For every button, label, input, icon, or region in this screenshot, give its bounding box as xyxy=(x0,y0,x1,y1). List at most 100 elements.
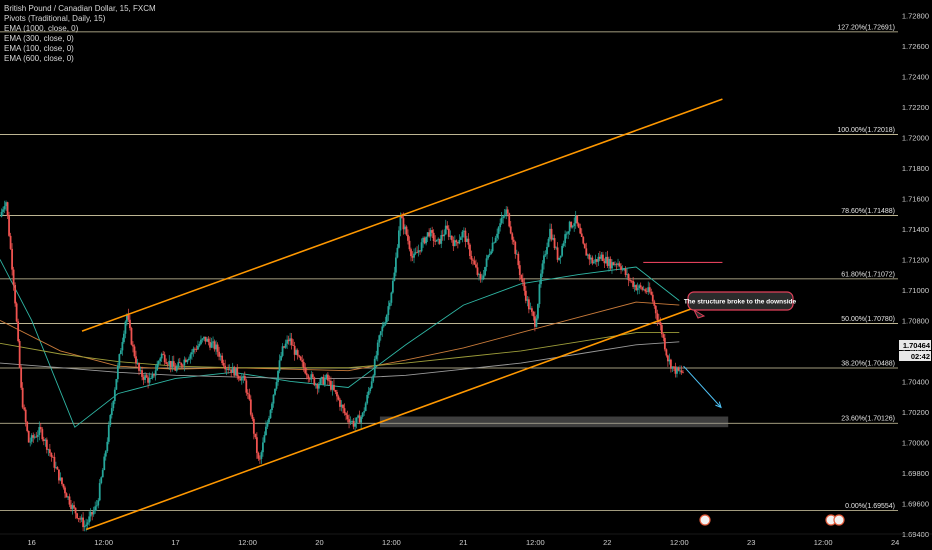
drawings: The structure broke to the downside xyxy=(81,98,797,531)
y-tick-label-4: 1.72000 xyxy=(902,133,929,142)
candle-body-350 xyxy=(529,308,532,310)
candle-body-348 xyxy=(526,299,529,301)
y-tick-label-5: 1.71800 xyxy=(902,164,929,173)
candle-body-418 xyxy=(632,281,635,287)
candle-body-282 xyxy=(426,232,429,237)
candle-body-226 xyxy=(342,404,344,409)
candle-body-394 xyxy=(595,259,598,262)
candle-body-56 xyxy=(85,524,88,526)
candle-body-300 xyxy=(453,240,456,247)
candle-body-111 xyxy=(168,360,171,365)
candle-body-362 xyxy=(547,238,550,247)
candle-body-194 xyxy=(293,345,296,355)
candle-body-423 xyxy=(639,285,642,288)
y-tick-label-3: 1.72200 xyxy=(902,103,929,112)
candle-body-144 xyxy=(218,351,221,357)
y-tick-label-2: 1.72400 xyxy=(902,72,929,81)
candle-body-104 xyxy=(157,361,160,364)
candle-body-42 xyxy=(64,487,66,494)
candle-body-291 xyxy=(440,235,443,244)
candle-body-61 xyxy=(92,510,95,515)
candle-body-105 xyxy=(159,358,162,362)
candle-body-113 xyxy=(171,361,174,368)
candle-body-102 xyxy=(154,370,157,376)
ema600-line xyxy=(0,332,680,369)
candle-body-233 xyxy=(352,420,355,427)
candle-body-370 xyxy=(559,255,562,258)
candle-body-8 xyxy=(12,269,15,285)
candle-body-154 xyxy=(233,366,236,376)
y-tick-label-10: 1.70800 xyxy=(902,316,929,325)
candle-body-380 xyxy=(574,215,577,224)
candle-body-177 xyxy=(268,418,270,423)
candle-body-382 xyxy=(577,223,580,228)
candle-body-3 xyxy=(5,202,7,207)
candle-body-229 xyxy=(346,415,349,420)
legend-indicator-ema-600: EMA (600, close, 0) xyxy=(4,54,74,63)
candle-body-312 xyxy=(472,259,474,261)
candle-body-80 xyxy=(121,342,124,351)
candle-body-445 xyxy=(673,366,675,368)
candle-body-366 xyxy=(553,238,556,249)
candle-body-115 xyxy=(174,366,177,371)
x-tick-label-0: 16 xyxy=(27,538,35,547)
candle-body-228 xyxy=(345,413,347,416)
candle-body-31 xyxy=(47,449,50,451)
y-tick-label-9: 1.71000 xyxy=(902,286,929,295)
candle-body-396 xyxy=(598,256,601,259)
candle-body-134 xyxy=(203,336,205,339)
candle-body-66 xyxy=(100,477,103,484)
candle-body-387 xyxy=(585,248,588,256)
candle-body-122 xyxy=(184,359,187,363)
candle-body-331 xyxy=(500,217,503,224)
candle-body-44 xyxy=(67,496,69,498)
candle-body-263 xyxy=(398,230,400,248)
candle-body-323 xyxy=(488,253,491,256)
candle-body-166 xyxy=(251,414,254,419)
candle-body-6 xyxy=(9,235,12,249)
candle-body-195 xyxy=(295,350,298,355)
candle-body-420 xyxy=(635,285,638,291)
countdown-badge-box xyxy=(899,351,931,361)
candle-body-151 xyxy=(228,369,231,371)
candle-body-287 xyxy=(434,240,437,242)
candle-body-426 xyxy=(644,289,647,292)
candle-body-198 xyxy=(299,356,302,361)
candle-body-221 xyxy=(334,389,337,393)
event-marker-icon-2 xyxy=(833,514,845,526)
x-tick-label-5: 12:00 xyxy=(382,538,401,547)
candle-body-59 xyxy=(89,511,92,517)
candle-body-361 xyxy=(546,246,548,255)
candle-body-23 xyxy=(35,436,38,438)
candle-body-449 xyxy=(679,370,681,372)
candle-body-279 xyxy=(422,237,424,243)
annotation-box xyxy=(687,291,794,311)
candle-body-355 xyxy=(537,304,539,319)
y-tick-label-15: 1.69800 xyxy=(902,469,929,478)
candle-body-193 xyxy=(292,345,295,346)
x-tick-label-2: 17 xyxy=(171,538,179,547)
candle-body-217 xyxy=(328,380,331,382)
candle-body-334 xyxy=(505,209,508,215)
y-axis-background xyxy=(898,0,932,550)
candle-body-164 xyxy=(248,394,251,400)
candle-body-236 xyxy=(357,415,360,418)
candle-body-86 xyxy=(130,327,133,345)
candle-body-4 xyxy=(6,202,9,216)
candle-body-175 xyxy=(265,426,267,436)
channel-upper-line xyxy=(81,98,723,332)
candle-body-429 xyxy=(648,287,651,292)
candle-body-83 xyxy=(126,314,128,322)
candle-body-20 xyxy=(30,435,33,442)
candle-body-386 xyxy=(583,243,586,249)
candle-body-33 xyxy=(50,452,53,457)
candle-body-52 xyxy=(79,518,81,520)
candle-body-293 xyxy=(443,234,446,237)
candle-body-22 xyxy=(33,436,36,438)
candle-body-38 xyxy=(58,469,60,481)
candle-body-78 xyxy=(118,354,121,366)
candle-body-89 xyxy=(135,356,137,364)
candle-body-142 xyxy=(215,344,217,350)
